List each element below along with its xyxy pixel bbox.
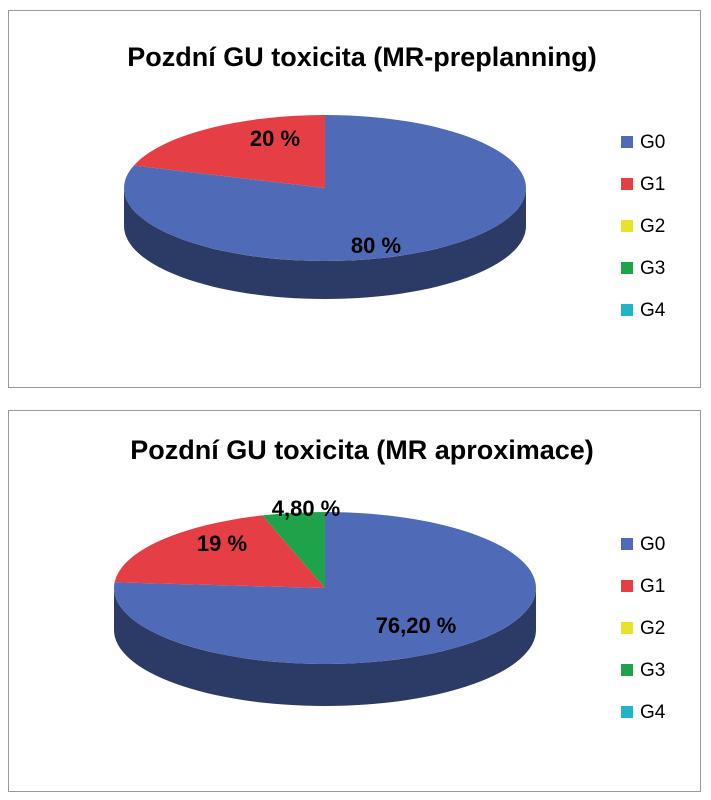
legend-swatch-G3 [621, 262, 633, 274]
legend-swatch-G1 [621, 580, 633, 592]
legend-label-G2: G2 [640, 216, 665, 237]
legend-swatch-G4 [621, 304, 633, 316]
legend-label-G3: G3 [640, 258, 665, 279]
legend-label-G0: G0 [640, 534, 665, 555]
pie-side-group [114, 588, 536, 706]
pie-chart: Pozdní GU toxicita (MR aproximace) 76,20 … [114, 435, 666, 723]
legend-swatch-G2 [621, 622, 633, 634]
legend-swatch-G0 [621, 538, 633, 550]
legend-swatch-G2 [621, 220, 633, 232]
pie-slice-G1 [133, 115, 325, 188]
data-label-G3: 4,80 % [272, 496, 341, 521]
data-label-G0: 76,20 % [376, 613, 457, 638]
pie-chart-panel: Pozdní GU toxicita (MR-preplanning) 80 % 2… [8, 10, 701, 388]
legend-label-G4: G4 [640, 300, 666, 321]
legend-label-G0: G0 [640, 132, 665, 153]
legend-label-G1: G1 [640, 174, 665, 195]
pie-side-group [124, 188, 526, 299]
pie-chart-panel: Pozdní GU toxicita (MR aproximace) 76,20 … [8, 410, 701, 792]
chart-title: Pozdní GU toxicita (MR-preplanning) [127, 42, 596, 72]
pie-slice-G1 [114, 515, 325, 588]
data-label-G1: 19 % [197, 531, 247, 556]
legend-swatch-G1 [621, 178, 633, 190]
legend-swatch-G0 [621, 136, 633, 148]
data-label-G0: 80 % [351, 233, 401, 258]
pie-side-G0 [114, 588, 536, 706]
pie-slice-G3 [262, 512, 325, 588]
legend-label-G4: G4 [640, 702, 666, 723]
legend-swatch-G3 [621, 664, 633, 676]
legend-label-G2: G2 [640, 618, 665, 639]
legend-swatch-G4 [621, 706, 633, 718]
legend-label-G1: G1 [640, 576, 665, 597]
pie-side-G0 [124, 188, 526, 299]
legend-label-G3: G3 [640, 660, 665, 681]
pie-chart: Pozdní GU toxicita (MR-preplanning) 80 % 2… [123, 42, 666, 321]
chart-title: Pozdní GU toxicita (MR aproximace) [130, 435, 594, 465]
data-label-G1: 20 % [250, 126, 300, 151]
